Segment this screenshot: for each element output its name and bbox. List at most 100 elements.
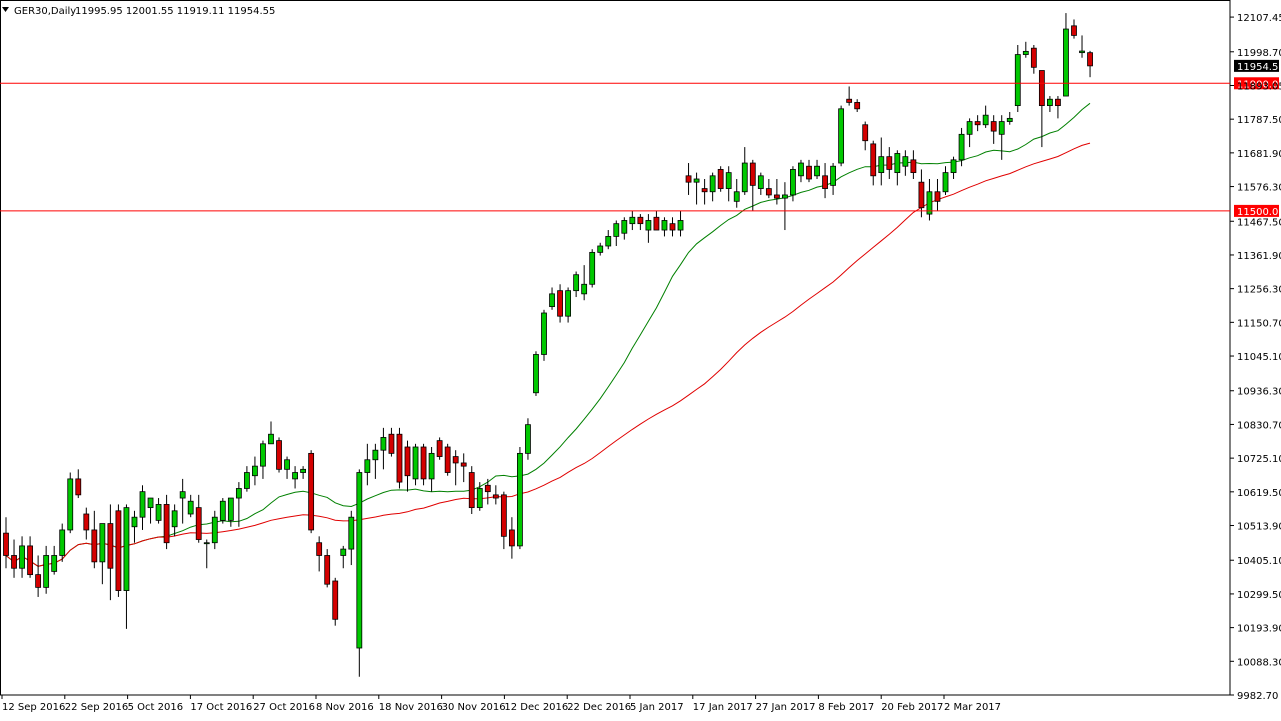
bear-candle-body <box>11 555 17 569</box>
candle <box>725 166 732 202</box>
candle <box>677 210 684 237</box>
y-tick-label: 10830.70 <box>1237 420 1281 431</box>
candle <box>187 494 194 518</box>
candle <box>517 446 523 550</box>
candle <box>549 287 555 310</box>
bull-candle-body <box>741 162 748 193</box>
candle <box>749 159 756 211</box>
y-tick-label: 10936.30 <box>1237 387 1281 398</box>
candle <box>637 214 644 231</box>
candle <box>83 507 90 540</box>
candle <box>19 536 25 578</box>
candle <box>43 545 50 594</box>
plot-area <box>0 0 1231 696</box>
candle <box>814 159 820 179</box>
moving-average-slow <box>5 142 1091 567</box>
candle <box>926 178 933 221</box>
candle <box>412 443 419 486</box>
bull-candle-body <box>476 488 483 509</box>
candle <box>203 539 210 569</box>
bull-candle-body <box>219 500 226 521</box>
candle <box>51 545 58 575</box>
bull-candle-body <box>99 523 106 563</box>
bull-candle-body <box>1006 117 1013 122</box>
bull-candle-body <box>565 290 571 317</box>
bull-candle-body <box>942 172 949 193</box>
time-axis: 12 Sep 2016 22 Sep 2016 5 Oct 2016 17 Oct 2… <box>1 695 1001 713</box>
bull-candle-body <box>878 156 885 174</box>
candle <box>460 453 467 483</box>
bull-candle-body <box>356 472 363 649</box>
bear-candle-body <box>854 102 861 110</box>
bear-candle-body <box>195 507 202 540</box>
candle <box>870 140 877 186</box>
bear-candle-body <box>396 433 403 483</box>
candle <box>227 497 234 527</box>
collapse-triangle-icon[interactable] <box>2 7 9 12</box>
bear-candle-body <box>773 194 780 199</box>
candle <box>59 523 66 562</box>
candle <box>685 163 692 195</box>
bull-candle-body <box>268 433 274 445</box>
candle <box>75 469 82 499</box>
candle <box>1055 96 1061 119</box>
candle <box>669 217 676 237</box>
y-tick-label: 10619.50 <box>1237 488 1281 499</box>
bull-candle-body <box>597 245 604 253</box>
candle <box>966 118 973 148</box>
y-tick-label: 10725.10 <box>1237 454 1281 465</box>
bear-candle-body <box>910 159 917 174</box>
bear-candle-body <box>990 121 997 132</box>
bear-candle-body <box>332 580 339 620</box>
x-tick-label: 18 Nov 2016 <box>379 702 443 713</box>
candle <box>1071 19 1077 39</box>
candle <box>958 127 965 167</box>
x-tick-label: 22 Sep 2016 <box>65 702 128 713</box>
bull-candle-body <box>284 459 290 470</box>
candle <box>790 166 796 202</box>
candle <box>661 217 668 237</box>
bull-candle-body <box>982 114 989 126</box>
plot-frame <box>0 0 1231 696</box>
bear-candle-body <box>107 523 114 569</box>
bull-candle-body <box>147 497 154 509</box>
y-tick-label: 11361.90 <box>1237 251 1281 262</box>
bear-candle-body <box>444 446 451 473</box>
y-tick-label: 11787.50 <box>1237 115 1281 126</box>
bear-candle-body <box>75 478 82 496</box>
x-tick-label: 27 Oct 2016 <box>253 702 315 713</box>
bull-candle-body <box>235 488 242 499</box>
candle <box>11 539 17 578</box>
bull-candle-body <box>227 497 234 521</box>
candle <box>902 150 909 176</box>
bear-candle-body <box>886 156 893 170</box>
bear-candle-body <box>1038 70 1045 107</box>
candle <box>645 214 652 243</box>
bull-candle-body <box>1063 28 1069 97</box>
y-tick-label: 11467.50 <box>1237 217 1281 228</box>
candle <box>147 497 154 524</box>
candle <box>573 271 580 298</box>
candle <box>741 147 748 195</box>
level-price-tag <box>1234 204 1279 217</box>
bear-candle-body <box>1030 47 1037 68</box>
candle <box>798 159 804 183</box>
candle <box>998 115 1005 160</box>
bear-candle-body <box>492 494 499 499</box>
bull-candle-body <box>709 175 716 193</box>
candle <box>436 437 443 460</box>
bear-candle-body <box>83 513 90 531</box>
x-tick-label: 17 Oct 2016 <box>190 702 252 713</box>
x-tick-label: 17 Jan 2017 <box>693 702 753 713</box>
bear-candle-body <box>1087 52 1093 67</box>
last-price-label: 11954.55 <box>1237 62 1281 73</box>
candle <box>942 166 949 195</box>
candle <box>693 172 700 205</box>
bear-candle-body <box>500 494 507 537</box>
bull-candle-body <box>998 121 1005 135</box>
y-tick-label: 11256.30 <box>1237 285 1281 296</box>
candle <box>284 456 290 479</box>
bull-candle-body <box>43 555 50 588</box>
bull-candle-body <box>203 542 210 545</box>
candle <box>139 485 146 530</box>
